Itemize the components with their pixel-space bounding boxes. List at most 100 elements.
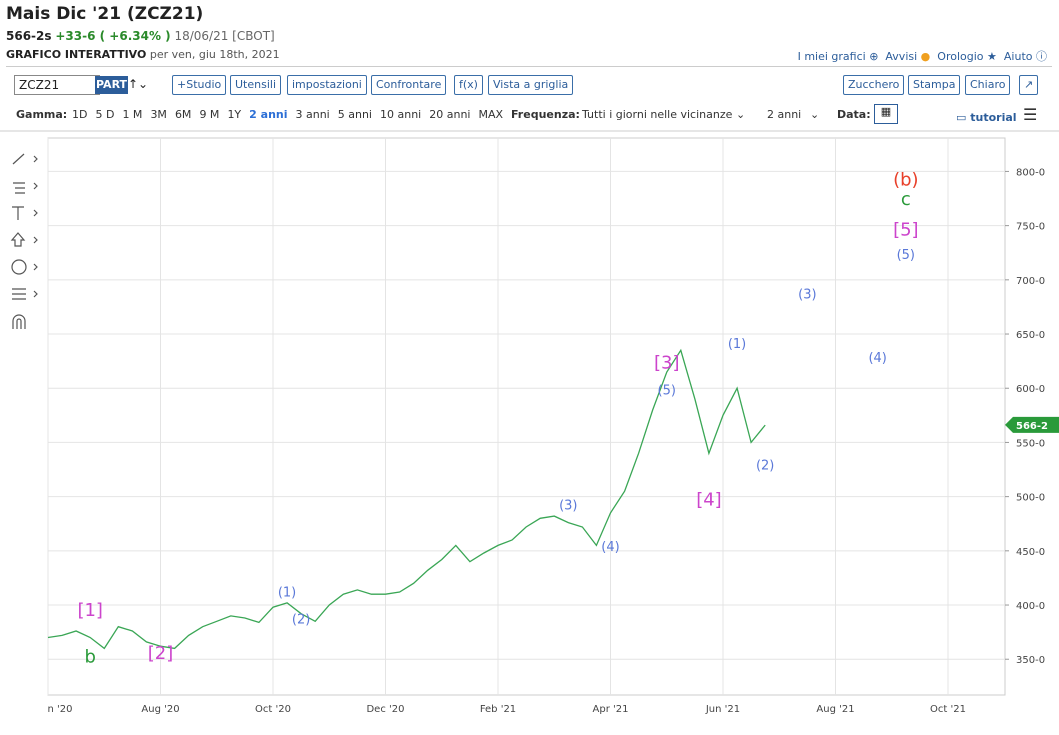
wave-label: (3) (798, 287, 816, 302)
wave-label: (1) (278, 585, 296, 600)
menu[interactable]: ☰ (1023, 105, 1038, 124)
link[interactable]: Avvisi (885, 50, 918, 63)
range-option[interactable]: 5 anni (337, 108, 372, 121)
wave-label: (2) (292, 612, 310, 627)
button[interactable]: Stampa (908, 75, 961, 95)
tutorial-text[interactable]: tutorial (970, 111, 1017, 124)
tool[interactable] (10, 232, 26, 247)
ranges: 1D 5 D 1 M 3M 6M 9 M 1Y 2 anni 3 anni 5 anni 10 an… (72, 108, 511, 121)
wave-label: [5] (893, 219, 919, 240)
link[interactable]: Aiuto (1003, 50, 1033, 63)
x-tick-label: Jun '21 (705, 704, 740, 715)
frequency[interactable]: Tutti i giorni nelle vicinanze (582, 108, 733, 121)
y-tick-label: 600-0 (1016, 384, 1045, 395)
x-tick-label: Oct '21 (930, 704, 966, 715)
calendar[interactable]: ▦ (874, 104, 898, 124)
range-option[interactable]: 3M (150, 108, 167, 121)
wave-label: (2) (756, 459, 774, 474)
button[interactable]: Chiaro (965, 75, 1011, 95)
link[interactable]: I miei grafici (797, 50, 866, 63)
tool[interactable] (13, 182, 25, 194)
subtitle-row: GRAFICO INTERATTIVO per ven, giu 18th, 2… (6, 48, 280, 61)
y-tick-label: 750-0 (1016, 222, 1045, 233)
wave-label: b (84, 646, 95, 667)
x-tick-label: n '20 (48, 704, 73, 715)
button[interactable]: Zucchero (843, 75, 905, 95)
divider (6, 66, 1052, 67)
drawing-tools (10, 153, 38, 329)
expand-button[interactable]: ↗ (1019, 75, 1039, 95)
x-tick-label: Aug '20 (141, 704, 179, 715)
y-tick-label: 500-0 (1016, 493, 1045, 504)
period[interactable]: 2 anni (767, 108, 802, 121)
y-tick-label: 800-0 (1016, 167, 1045, 178)
links: I miei grafici ⊕ Avvisi ● Orologio ★ Aiu… (797, 50, 1047, 63)
y-tick-label: 550-0 (1016, 438, 1045, 449)
y-tick-label: 700-0 (1016, 276, 1045, 287)
wave-label: (b) (893, 170, 918, 191)
y-tick-label: 400-0 (1016, 601, 1045, 612)
tutorial[interactable]: ▭ tutorial (956, 111, 1017, 124)
range-option[interactable]: 10 anni (380, 108, 422, 121)
frequency-label: Frequenza: (511, 108, 580, 121)
chevron: ⌄ (736, 108, 746, 121)
range-option[interactable]: 5 D (95, 108, 115, 121)
x-tick-label: Feb '21 (480, 704, 516, 715)
last: 566-2s (6, 29, 52, 43)
x-tick-label: Apr '21 (593, 704, 629, 715)
last-price-label: 566-2 (1016, 421, 1048, 432)
y-tick-label: 350-0 (1016, 655, 1045, 666)
range-option[interactable]: MAX (478, 108, 504, 121)
wave-label: [4] (696, 489, 722, 510)
chevron: ⌄ (810, 108, 820, 121)
range-option[interactable]: 2 anni (249, 108, 288, 121)
quote: 566-2s +33-6 ( +6.34% ) 18/06/21 [CBOT] (6, 29, 275, 43)
range-option[interactable]: 1 M (122, 108, 143, 121)
button[interactable]: impostazioni (287, 75, 367, 95)
date-label: Data: (837, 108, 871, 121)
y-tick-label: 450-0 (1016, 547, 1045, 558)
range-option[interactable]: 3 anni (295, 108, 330, 121)
range-option[interactable]: 20 anni (429, 108, 471, 121)
wave-label: (3) (559, 499, 577, 514)
tool[interactable] (11, 259, 27, 275)
plot-frame (47, 137, 1006, 696)
button[interactable]: f(x) (454, 75, 483, 95)
dropdown-icon[interactable]: ↑⌄ (128, 77, 149, 91)
range-option[interactable]: 6M (174, 108, 192, 121)
wave-label: (5) (658, 384, 676, 399)
range-option[interactable]: 9 M (199, 108, 220, 121)
title: Mais Dic '21 (ZCZ21) (6, 4, 204, 24)
range-option[interactable]: 1D (72, 108, 88, 121)
y-tick-label: 650-0 (1016, 330, 1045, 341)
link[interactable]: Orologio (937, 50, 984, 63)
symbol-input[interactable]: ZCZ21 (14, 75, 100, 95)
button[interactable]: Confrontare (371, 75, 447, 95)
button[interactable]: Utensili (230, 75, 282, 95)
tool[interactable] (12, 206, 24, 220)
x-tick-label: Oct '20 (255, 704, 291, 715)
subtitle-bold: GRAFICO INTERATTIVO (6, 48, 147, 61)
wave-label: (1) (728, 337, 746, 352)
button[interactable]: +Studio (172, 75, 227, 95)
tool[interactable] (12, 288, 26, 300)
button[interactable]: Vista a griglia (488, 75, 574, 95)
last-price-tag (1005, 416, 1059, 433)
wave-label: (4) (601, 540, 619, 555)
price-line (47, 348, 766, 650)
subtitle: per ven, giu 18th, 2021 (149, 48, 280, 61)
tool[interactable] (12, 314, 26, 329)
wave-label: (5) (897, 248, 915, 263)
part[interactable]: PART (95, 76, 129, 94)
change: +33-6 ( +6.34% ) (55, 29, 171, 43)
wave-label: [3] (654, 353, 680, 374)
x-tick-label: Dec '20 (366, 704, 404, 715)
x-tick-label: Aug '21 (816, 704, 854, 715)
wave-label: (4) (868, 351, 886, 366)
range-label: Gamma: (16, 108, 68, 121)
range-option[interactable]: 1Y (227, 108, 242, 121)
tool[interactable] (12, 153, 25, 165)
wave-label: [1] (77, 600, 103, 621)
wave-label: c (901, 189, 911, 210)
